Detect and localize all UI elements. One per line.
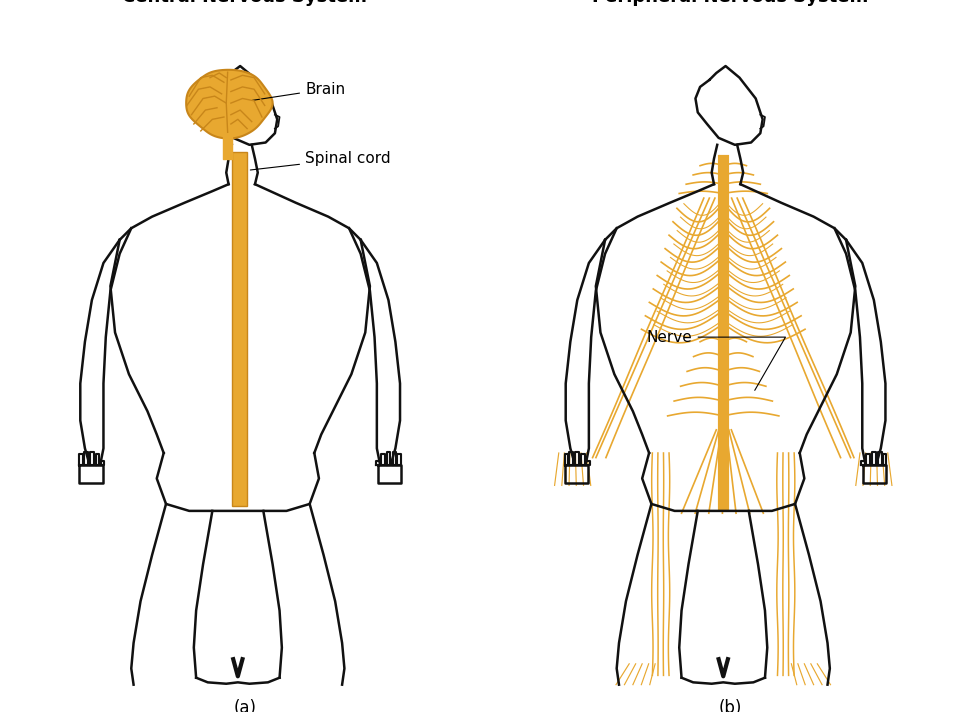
Polygon shape — [232, 152, 247, 506]
Text: Brain: Brain — [253, 82, 345, 100]
Title: Peripheral Nervous System: Peripheral Nervous System — [592, 0, 869, 6]
Text: (a): (a) — [233, 698, 256, 712]
Polygon shape — [186, 70, 273, 138]
Text: (b): (b) — [719, 698, 742, 712]
Text: Spinal cord: Spinal cord — [251, 151, 391, 170]
Text: Nerve: Nerve — [646, 330, 786, 390]
Title: Central Nervous System: Central Nervous System — [122, 0, 368, 6]
